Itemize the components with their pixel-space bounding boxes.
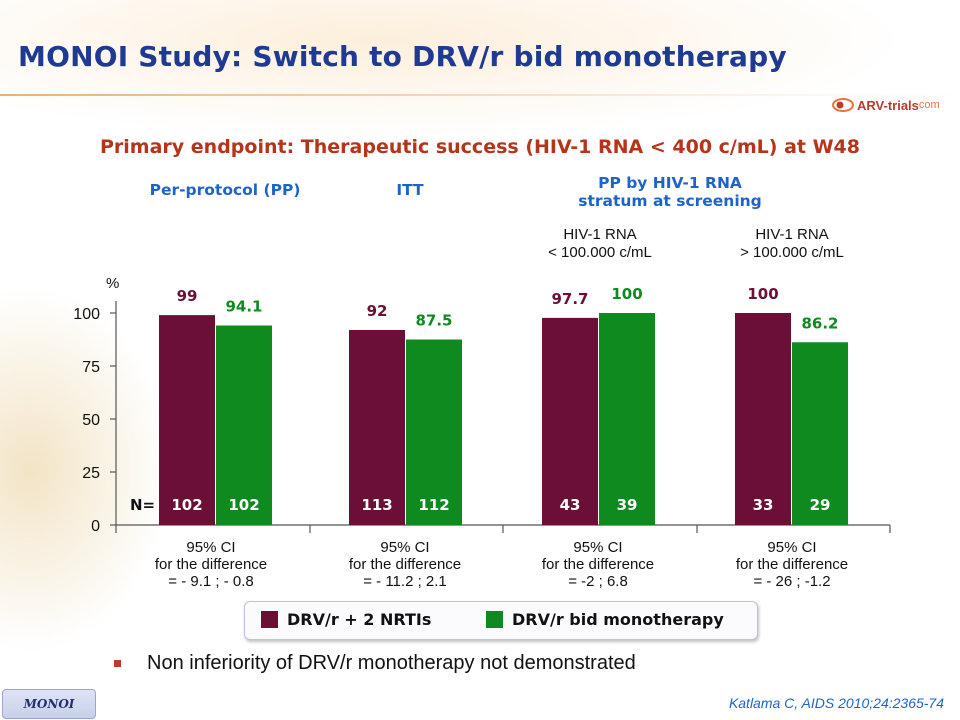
stratum-label-low-line2: < 100.000 c/mL [548,244,652,261]
bar-mono [599,313,655,525]
ci-note-itt: 95% CI for the difference = - 11.2 ; 2.1 [310,539,500,590]
logo-text: ARV-trials [857,97,919,113]
bar-combo [159,315,215,525]
bar-mono [216,325,272,525]
chart-subtitle: Primary endpoint: Therapeutic success (H… [99,136,860,158]
n-value-combo: 43 [560,496,581,514]
citation: Katlama C, AIDS 2010;24:2365-74 [728,695,944,711]
legend-item-mono: DRV/r bid monotherapy [486,610,724,629]
data-label-mono: 100 [611,285,642,303]
legend-label-combo: DRV/r + 2 NRTIs [287,610,432,629]
ci-note-high-line1: 95% CI [767,539,817,556]
title-rule [0,94,960,96]
slide-title: MONOI Study: Switch to DRV/r bid monothe… [18,40,787,73]
ci-note-itt-line2: for the difference [348,556,462,573]
y-tick-label: 50 [82,412,100,429]
conclusion-text: Non inferiority of DRV/r monotherapy not… [147,652,636,674]
conclusion-bullet: Non inferiority of DRV/r monotherapy not… [114,652,636,675]
group-header-stratum-line1: PP by HIV-1 RNA [598,174,742,192]
bar-combo [542,317,598,525]
y-tick-label: 100 [73,306,100,323]
data-label-combo: 92 [367,302,388,320]
study-tag-label: MONOI [23,697,75,711]
data-label-combo: 97.7 [551,290,588,308]
data-label-mono: 86.2 [801,314,838,332]
ci-note-low-line2: for the difference [541,556,655,573]
bar-mono [406,339,462,525]
ci-note-low-line1: 95% CI [573,539,623,556]
logo-swirl-icon [832,98,854,112]
n-value-combo: 102 [171,496,202,514]
n-value-mono: 39 [617,496,638,514]
data-label-mono: 87.5 [415,312,452,330]
chart-legend: DRV/r + 2 NRTIs DRV/r bid monotherapy [244,601,758,640]
group-header-itt: ITT [396,181,424,199]
stratum-label-high: HIV-1 RNA > 100.000 c/mL [712,226,872,262]
n-value-mono: 29 [810,496,831,514]
ci-note-pp: 95% CI for the difference = - 9.1 ; - 0.… [116,539,306,590]
ci-note-itt-line1: 95% CI [380,539,430,556]
ci-note-low-line3: = -2 ; 6.8 [568,573,628,590]
data-label-combo: 99 [177,287,198,305]
y-axis-label: % [106,275,119,292]
n-value-mono: 102 [228,496,259,514]
legend-swatch-combo [261,611,278,628]
n-value-combo: 113 [361,496,392,514]
ci-note-pp-line3: = - 9.1 ; - 0.8 [168,573,254,590]
ci-note-high-line3: = - 26 ; -1.2 [753,573,831,590]
stratum-label-high-line1: HIV-1 RNA [755,226,829,243]
ci-note-itt-line3: = - 11.2 ; 2.1 [363,573,447,590]
n-label: N= [130,496,155,514]
y-tick-label: 0 [91,518,100,535]
stratum-label-high-line2: > 100.000 c/mL [740,244,844,261]
study-tag: MONOI [2,689,96,719]
legend-item-combo: DRV/r + 2 NRTIs [261,610,431,629]
bullet-square-icon [114,660,121,667]
ci-note-low: 95% CI for the difference = -2 ; 6.8 [503,539,693,590]
y-tick-label: 25 [82,465,100,482]
n-value-mono: 112 [418,496,449,514]
y-tick-label: 75 [82,359,100,376]
bar-mono [792,342,848,525]
legend-swatch-mono [486,611,503,628]
legend-label-mono: DRV/r bid monotherapy [512,610,724,629]
group-header-stratum-line2: stratum at screening [578,192,762,210]
arv-trials-logo: ARV-trials com [832,94,940,116]
n-value-combo: 33 [753,496,774,514]
bar-combo [349,329,405,525]
logo-suffix: com [918,99,940,111]
ci-note-pp-line1: 95% CI [186,539,236,556]
ci-note-high: 95% CI for the difference = - 26 ; -1.2 [697,539,887,590]
data-label-mono: 94.1 [225,298,262,316]
data-label-combo: 100 [747,285,778,303]
stratum-label-low: HIV-1 RNA < 100.000 c/mL [520,226,680,262]
ci-note-high-line2: for the difference [735,556,849,573]
ci-note-pp-line2: for the difference [154,556,268,573]
group-header-pp: Per-protocol (PP) [149,181,301,199]
bar-combo [735,313,791,525]
stratum-label-low-line1: HIV-1 RNA [563,226,637,243]
